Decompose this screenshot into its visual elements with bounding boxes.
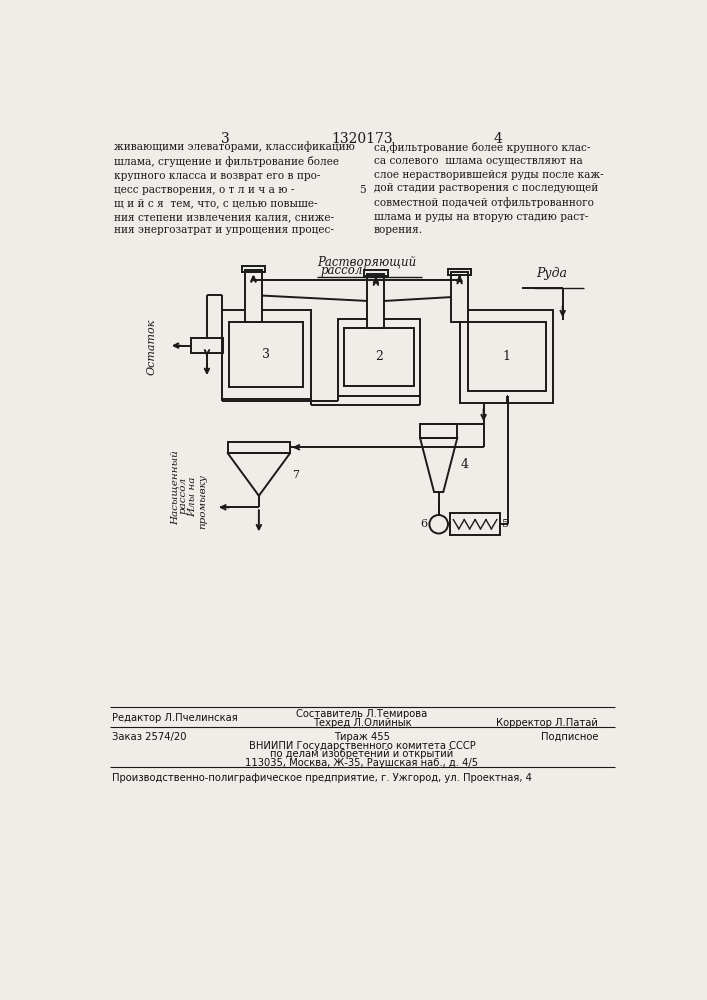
- Text: Тираж 455: Тираж 455: [334, 732, 390, 742]
- Bar: [468, 322, 546, 391]
- Bar: [364, 270, 387, 276]
- Text: Составитель Л.Темирова: Составитель Л.Темирова: [296, 709, 428, 719]
- Text: 6: 6: [420, 519, 427, 529]
- Text: Насыщенный: Насыщенный: [170, 451, 180, 525]
- Bar: [450, 513, 500, 535]
- Bar: [451, 272, 468, 322]
- Text: Руда: Руда: [537, 267, 567, 280]
- Bar: [230, 322, 303, 387]
- Text: Техред Л.Олийнык: Техред Л.Олийнык: [312, 718, 411, 728]
- Text: 4: 4: [460, 458, 468, 471]
- Bar: [420, 424, 457, 438]
- Text: Растворяющий: Растворяющий: [317, 256, 416, 269]
- Text: ВНИИПИ Государственного комитета СССР: ВНИИПИ Государственного комитета СССР: [249, 741, 475, 751]
- Text: рассол: рассол: [178, 477, 187, 514]
- Bar: [228, 442, 290, 453]
- Text: Производственно-полиграфическое предприятие, г. Ужгород, ул. Проектная, 4: Производственно-полиграфическое предприя…: [112, 773, 532, 783]
- Bar: [338, 319, 420, 396]
- Text: 5: 5: [358, 185, 366, 195]
- Bar: [460, 310, 554, 403]
- Text: Подписное: Подписное: [541, 732, 598, 742]
- Bar: [448, 269, 472, 275]
- Text: са,фильтрование более крупного клас-
са солевого  шлама осуществляют на
слое нер: са,фильтрование более крупного клас- са …: [373, 142, 603, 235]
- Text: рассол: рассол: [321, 264, 363, 277]
- Text: 2: 2: [375, 350, 383, 363]
- Bar: [344, 328, 414, 386]
- Bar: [242, 266, 265, 272]
- Text: 3: 3: [221, 132, 230, 146]
- Text: 7: 7: [292, 470, 299, 480]
- Text: Корректор Л.Патай: Корректор Л.Патай: [496, 718, 598, 728]
- Text: 4: 4: [493, 132, 502, 146]
- Text: Илы на: Илы на: [189, 477, 197, 517]
- Text: 1: 1: [503, 350, 511, 363]
- Bar: [222, 310, 311, 399]
- Text: 1320173: 1320173: [331, 132, 393, 146]
- Text: Заказ 2574/20: Заказ 2574/20: [112, 732, 186, 742]
- Text: 113035, Москва, Ж-35, Раушская наб., д. 4/5: 113035, Москва, Ж-35, Раушская наб., д. …: [245, 758, 479, 768]
- Bar: [245, 270, 262, 322]
- Text: промывку: промывку: [199, 474, 208, 529]
- Text: живающими элеваторами, классификацию
шлама, сгущение и фильтрование более
крупно: живающими элеваторами, классификацию шла…: [114, 142, 355, 235]
- Text: 5: 5: [502, 519, 509, 529]
- Text: Редактор Л.Пчелинская: Редактор Л.Пчелинская: [112, 713, 238, 723]
- Text: 3: 3: [262, 348, 270, 361]
- Text: Остаток: Остаток: [147, 319, 157, 375]
- Text: по делам изобретений и открытий: по делам изобретений и открытий: [270, 749, 454, 759]
- Bar: [368, 274, 385, 328]
- Bar: [191, 338, 223, 353]
